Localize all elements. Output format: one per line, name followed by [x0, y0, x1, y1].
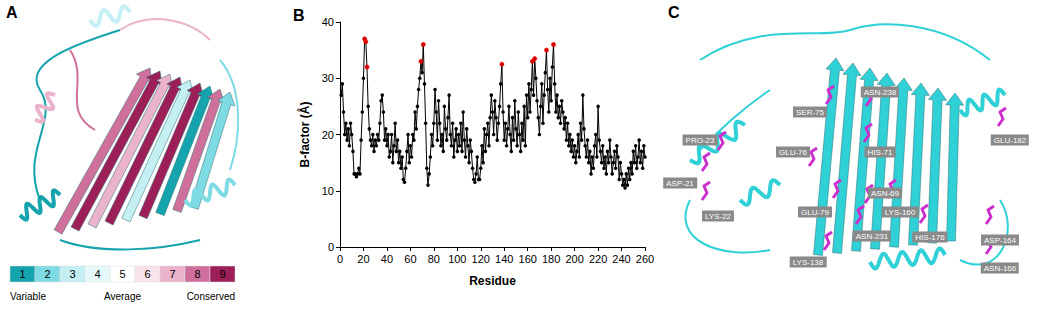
svg-text:4: 4 [94, 268, 100, 280]
svg-text:10: 10 [322, 185, 334, 197]
svg-text:0: 0 [328, 241, 334, 253]
html-text:ASP-21: ASP-21 [666, 178, 694, 188]
svg-text:6: 6 [144, 268, 150, 280]
svg-text:Average: Average [104, 291, 142, 302]
svg-text:40: 40 [381, 253, 393, 265]
svg-text:220: 220 [589, 253, 607, 265]
svg-text:160: 160 [519, 253, 537, 265]
svg-text:3: 3 [69, 268, 75, 280]
svg-text:C: C [668, 4, 680, 21]
svg-text:5: 5 [119, 268, 125, 280]
svg-text:120: 120 [472, 253, 490, 265]
svg-text:240: 240 [612, 253, 630, 265]
html-text:SER-75: SER-75 [796, 107, 824, 117]
html-text:ASN-166: ASN-166 [983, 263, 1017, 273]
svg-text:20: 20 [322, 129, 334, 141]
html-text:PRO-23: PRO-23 [685, 135, 715, 145]
html-text:LYS-160: LYS-160 [884, 207, 916, 217]
html-text:ASN-69: ASN-69 [871, 188, 899, 198]
svg-text:260: 260 [636, 253, 654, 265]
svg-text:9: 9 [219, 268, 225, 280]
html-text:GLU-182: GLU-182 [993, 135, 1027, 145]
svg-text:8: 8 [194, 268, 200, 280]
svg-text:20: 20 [357, 253, 369, 265]
svg-text:140: 140 [495, 253, 513, 265]
svg-text:7: 7 [169, 268, 175, 280]
svg-text:180: 180 [542, 253, 560, 265]
html-text:LYS-22: LYS-22 [705, 211, 731, 221]
html-text:ASN-231: ASN-231 [855, 231, 889, 241]
html-text:HIS-71: HIS-71 [867, 147, 893, 157]
html-text:ASN-238: ASN-238 [863, 87, 897, 97]
svg-text:Variable: Variable [10, 291, 46, 302]
svg-text:2: 2 [44, 268, 50, 280]
svg-text:B-factor (Å): B-factor (Å) [297, 102, 312, 168]
svg-text:30: 30 [322, 72, 334, 84]
svg-text:A: A [6, 4, 18, 21]
html-text:GLU-79: GLU-79 [801, 207, 829, 217]
svg-text:Residue: Residue [469, 274, 516, 288]
svg-text:Conserved: Conserved [187, 291, 235, 302]
html-text:HIS-176: HIS-176 [915, 232, 945, 242]
svg-text:100: 100 [448, 253, 466, 265]
svg-text:1: 1 [19, 268, 25, 280]
svg-text:60: 60 [404, 253, 416, 265]
html-text:LYS-138: LYS-138 [792, 257, 824, 267]
svg-text:40: 40 [322, 16, 334, 28]
html-text:ASP-164: ASP-164 [984, 235, 1016, 245]
html-text:GLU-76: GLU-76 [779, 147, 807, 157]
svg-text:200: 200 [565, 253, 583, 265]
svg-text:80: 80 [428, 253, 440, 265]
svg-text:0: 0 [337, 253, 343, 265]
svg-text:B: B [293, 7, 305, 24]
